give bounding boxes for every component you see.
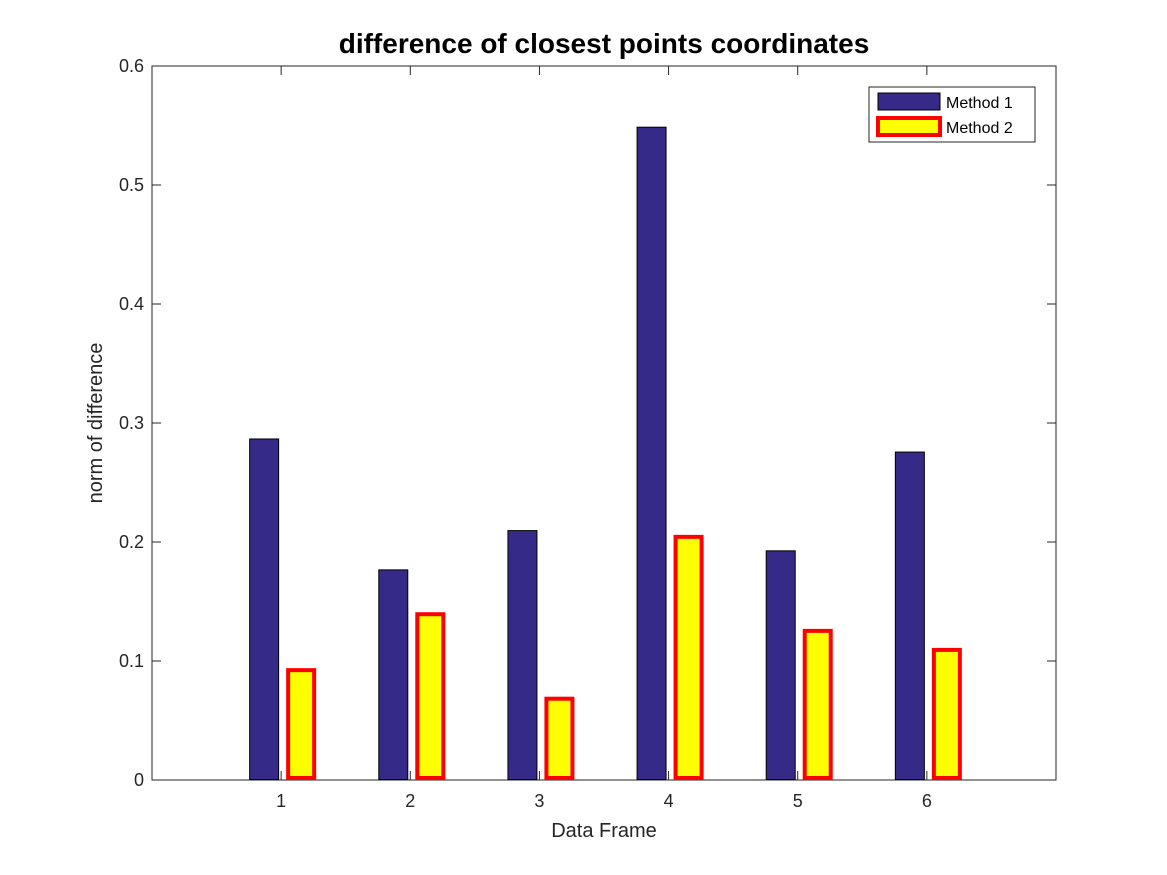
bar-series-1-frame-2 (378, 569, 409, 780)
legend-swatch-method-2 (876, 116, 942, 137)
bar-series-2-frame-1 (286, 668, 317, 781)
x-tick-label: 6 (922, 791, 932, 811)
bar-series-2-frame-4 (673, 534, 704, 780)
bar-series-1-frame-1 (249, 438, 280, 780)
y-tick-label: 0.1 (119, 651, 144, 671)
legend-swatch-method-1 (877, 92, 941, 111)
chart-title: difference of closest points coordinates (339, 28, 870, 59)
bar-series-2-frame-6 (931, 647, 962, 780)
x-tick-label: 4 (664, 791, 674, 811)
bar-series-1-frame-4 (636, 126, 667, 780)
x-tick-label: 1 (276, 791, 286, 811)
x-axis-label: Data Frame (551, 820, 657, 842)
y-axis-label: norm of difference (85, 343, 107, 504)
y-tick-label: 0.4 (119, 294, 144, 314)
legend: Method 1 Method 2 (868, 86, 1036, 143)
y-tick-label: 0 (134, 770, 144, 790)
bar-series-2-frame-2 (415, 612, 446, 781)
legend-label-method-2: Method 2 (946, 120, 1013, 137)
x-tick-label: 5 (793, 791, 803, 811)
bars-layer (249, 126, 962, 781)
y-tick-label: 0.3 (119, 413, 144, 433)
bar-series-2-frame-5 (802, 628, 833, 780)
legend-label-method-1: Method 1 (946, 95, 1013, 112)
x-tick-label: 2 (405, 791, 415, 811)
bar-series-1-frame-6 (894, 451, 925, 780)
y-tick-label: 0.6 (119, 56, 144, 76)
x-tick-label: 3 (534, 791, 544, 811)
y-tick-label: 0.2 (119, 532, 144, 552)
ticks-layer (152, 65, 1056, 781)
y-tick-label: 0.5 (119, 175, 144, 195)
tick-labels-layer: 0 0.1 0.2 0.3 0.4 0.5 0.6 1 2 3 4 5 6 (119, 56, 932, 811)
bar-series-2-frame-3 (544, 696, 575, 781)
bar-series-1-frame-3 (507, 530, 538, 780)
bar-series-1-frame-5 (765, 550, 796, 781)
